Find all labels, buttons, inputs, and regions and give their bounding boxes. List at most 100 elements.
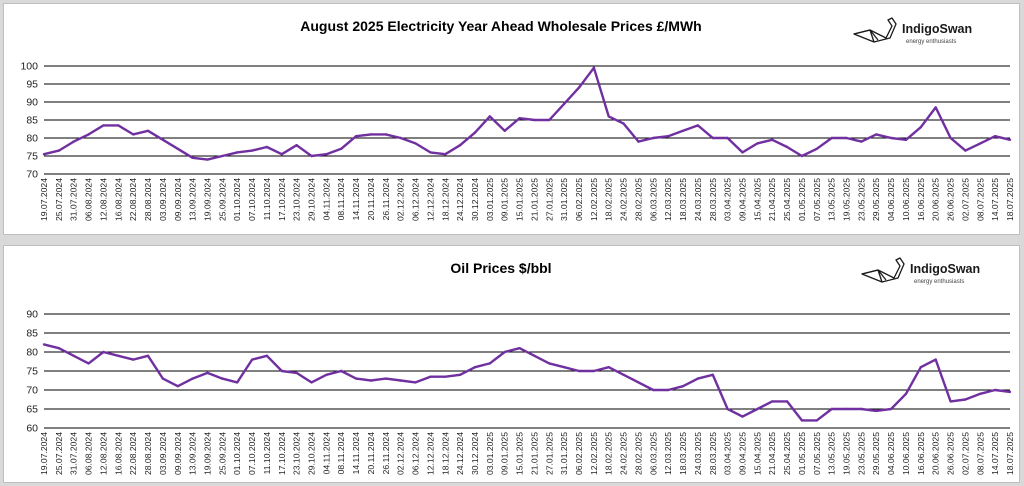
- data-point: [503, 129, 506, 132]
- data-point: [340, 147, 343, 150]
- x-tick-label: 02.07.2025: [960, 432, 970, 475]
- x-tick-label: 19.05.2025: [842, 178, 852, 221]
- x-tick-label: 18.12.2024: [440, 178, 450, 221]
- x-tick-label: 26.11.2024: [381, 432, 391, 475]
- data-point: [533, 118, 536, 122]
- x-tick-label: 01.05.2025: [797, 432, 807, 475]
- x-tick-label: 30.12.2024: [470, 432, 480, 475]
- logo-tagline: energy enthusiasts: [906, 39, 956, 45]
- data-point: [845, 407, 848, 411]
- data-point: [533, 354, 536, 357]
- x-tick-label: 25.04.2025: [782, 432, 792, 475]
- x-tick-label: 26.06.2025: [946, 178, 956, 221]
- data-point: [845, 136, 848, 140]
- x-tick-label: 28.02.2025: [633, 178, 643, 221]
- x-tick-label: 06.02.2025: [574, 432, 584, 475]
- data-point: [934, 358, 937, 361]
- data-point: [875, 133, 878, 136]
- data-point: [414, 142, 417, 145]
- x-tick-label: 19.07.2024: [39, 432, 49, 475]
- x-tick-label: 24.12.2024: [455, 178, 465, 221]
- data-point: [830, 407, 833, 411]
- x-tick-label: 02.12.2024: [396, 178, 406, 221]
- data-point: [904, 138, 908, 141]
- x-tick-label: 03.09.2024: [158, 432, 168, 475]
- x-tick-label: 07.10.2024: [247, 432, 257, 475]
- x-tick-label: 19.05.2025: [842, 432, 852, 475]
- data-point: [726, 136, 729, 140]
- data-point: [592, 369, 596, 373]
- data-point: [949, 400, 952, 403]
- x-tick-label: 27.01.2025: [544, 432, 554, 475]
- y-tick-label: 95: [26, 79, 38, 91]
- x-tick-label: 28.03.2025: [708, 432, 718, 475]
- data-point: [696, 377, 700, 380]
- x-tick-label: 15.01.2025: [515, 178, 525, 221]
- x-tick-label: 13.09.2024: [188, 432, 198, 475]
- x-tick-label: 09.09.2024: [173, 432, 183, 475]
- x-tick-label: 11.10.2024: [262, 178, 272, 221]
- x-tick-label: 28.08.2024: [143, 178, 153, 221]
- data-point: [265, 354, 269, 357]
- data-point: [250, 149, 254, 152]
- x-tick-label: 25.07.2024: [54, 178, 64, 221]
- data-point: [979, 392, 982, 395]
- data-point: [652, 136, 655, 140]
- x-tick-label: 08.07.2025: [975, 432, 985, 475]
- x-tick-label: 28.08.2024: [143, 432, 153, 475]
- data-point: [548, 362, 551, 365]
- data-point: [206, 371, 209, 375]
- data-point: [785, 400, 789, 403]
- x-tick-label: 26.06.2025: [946, 432, 956, 475]
- y-tick-label: 60: [26, 423, 38, 435]
- data-point: [57, 149, 61, 152]
- data-point: [726, 407, 729, 411]
- data-point: [904, 392, 908, 395]
- x-tick-label: 16.08.2024: [113, 178, 123, 221]
- data-point: [87, 362, 90, 365]
- x-tick-label: 31.01.2025: [559, 432, 569, 475]
- data-point: [875, 409, 878, 413]
- x-tick-label: 09.04.2025: [737, 432, 747, 475]
- x-tick-label: 17.10.2024: [277, 432, 287, 475]
- data-point: [993, 135, 997, 138]
- x-tick-label: 06.12.2024: [411, 432, 421, 475]
- y-tick-label: 70: [26, 169, 38, 181]
- x-tick-label: 28.02.2025: [633, 432, 643, 475]
- data-point: [146, 354, 150, 357]
- x-tick-label: 04.11.2024: [321, 178, 331, 221]
- data-point: [800, 154, 804, 158]
- data-point: [622, 122, 625, 125]
- x-tick-label: 12.12.2024: [425, 178, 435, 221]
- indigoswan-logo: IndigoSwan energy enthusiasts: [861, 257, 980, 285]
- x-tick-label: 15.04.2025: [752, 432, 762, 475]
- x-tick-label: 01.05.2025: [797, 178, 807, 221]
- data-point: [161, 377, 165, 380]
- data-point: [741, 415, 744, 418]
- x-tick-label: 17.10.2024: [277, 178, 287, 221]
- data-point: [889, 407, 893, 411]
- y-tick-label: 85: [26, 115, 38, 127]
- data-point: [815, 419, 818, 422]
- data-point: [42, 343, 46, 346]
- x-tick-label: 22.08.2024: [128, 178, 138, 221]
- x-tick-label: 09.09.2024: [173, 178, 183, 221]
- price-series-line: [43, 66, 1011, 161]
- data-point: [577, 369, 581, 373]
- oil-price-chart: Oil Prices $/bbl IndigoSwan energy enthu…: [26, 257, 1015, 475]
- data-point: [117, 354, 120, 357]
- y-tick-label: 90: [26, 309, 38, 321]
- x-tick-label: 13.05.2025: [827, 178, 837, 221]
- data-point: [919, 366, 922, 369]
- x-tick-label: 12.08.2024: [98, 432, 108, 475]
- x-tick-label: 16.08.2024: [113, 432, 123, 475]
- x-tick-label: 08.11.2024: [336, 178, 346, 221]
- data-point: [132, 133, 135, 136]
- data-point: [785, 145, 789, 149]
- data-point: [280, 153, 283, 156]
- x-tick-label: 29.05.2025: [871, 178, 881, 221]
- data-point: [652, 388, 655, 392]
- data-point: [310, 154, 313, 158]
- data-point: [117, 124, 120, 127]
- data-point: [414, 381, 417, 384]
